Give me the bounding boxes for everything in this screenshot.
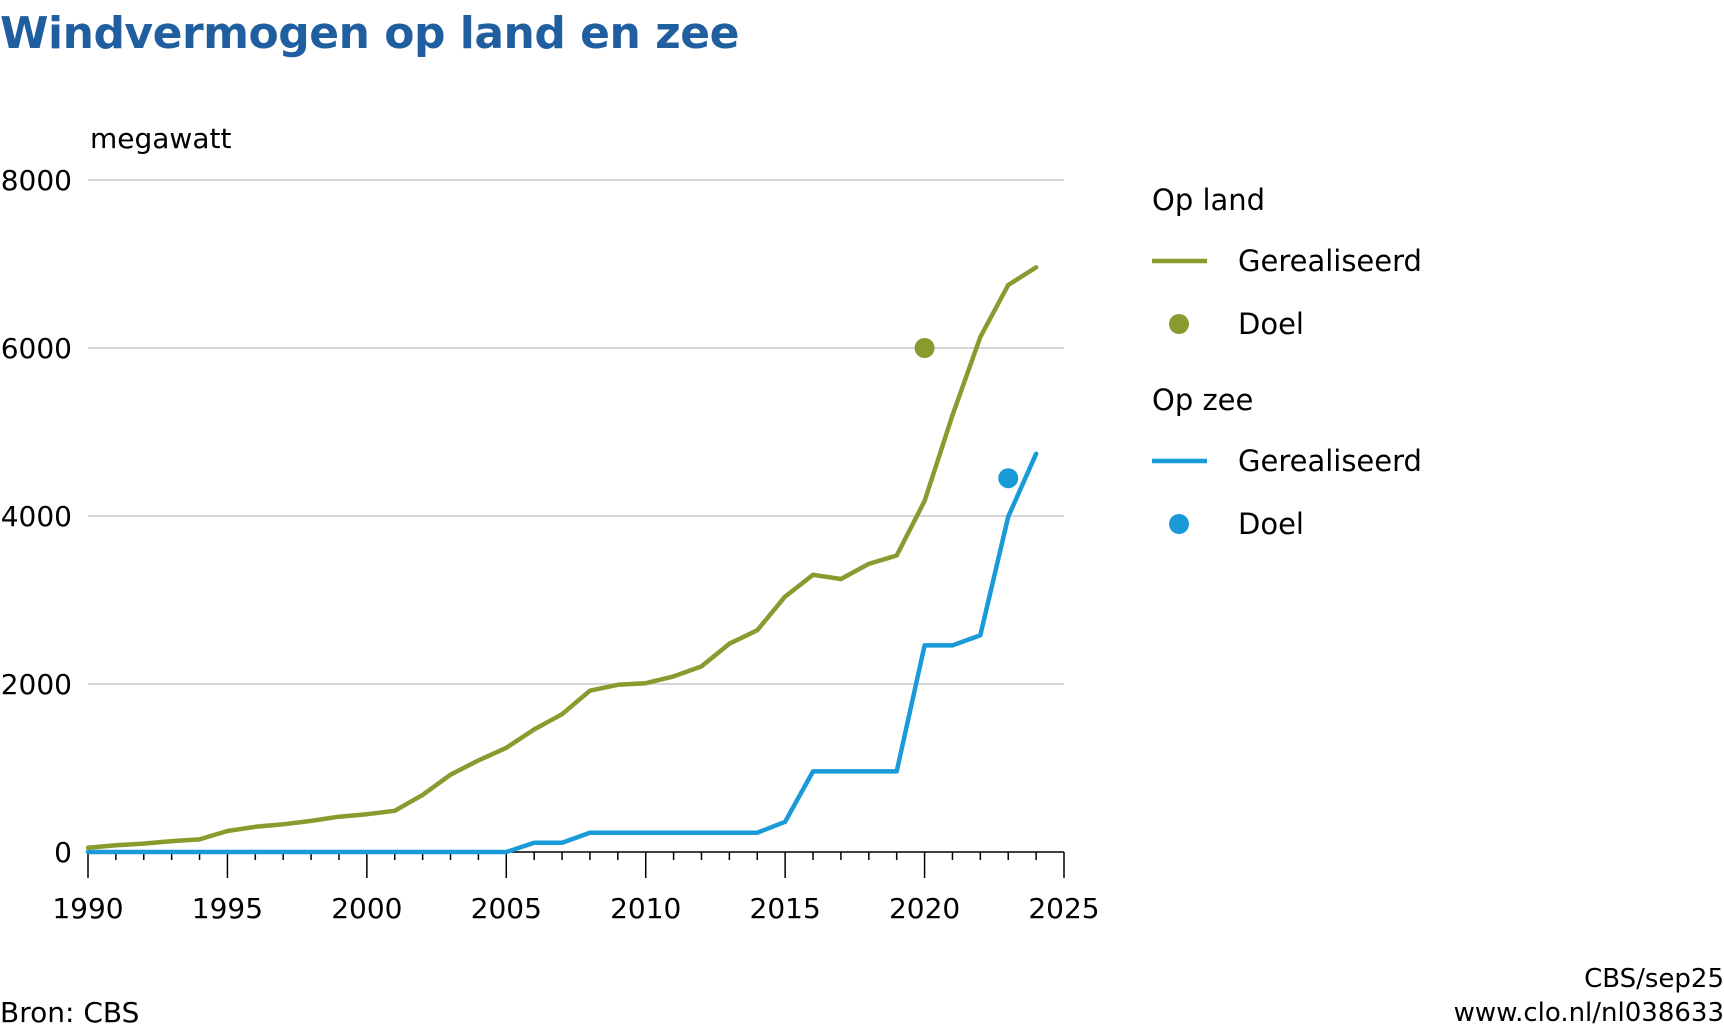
legend-group-title: Op zee (1152, 383, 1253, 417)
legend: Op land Gerealiseerd Doel Op zee Gerealiseer… (1152, 183, 1422, 541)
legend-group-title: Op land (1152, 183, 1265, 217)
x-tick-label: 2015 (750, 892, 821, 925)
gridlines (88, 179, 1064, 685)
credit-note: CBS/sep25 (1584, 964, 1724, 994)
x-tick-label: 2000 (331, 892, 402, 925)
legend-item-label: Doel (1238, 507, 1304, 541)
series-line (85, 265, 1039, 851)
y-tick-label: 8000 (1, 164, 72, 197)
y-tick-label: 2000 (1, 668, 72, 701)
legend-dot-swatch (1169, 514, 1189, 534)
y-axis-ticks: 0 2000 4000 6000 8000 (1, 164, 72, 869)
legend-dot-swatch (1169, 314, 1189, 334)
legend-item-label: Gerealiseerd (1238, 244, 1422, 278)
x-tick-label: 2010 (610, 892, 681, 925)
y-tick-label: 6000 (1, 332, 72, 365)
x-tick-label: 2020 (889, 892, 960, 925)
source-note: Bron: CBS (0, 996, 140, 1029)
x-tick-label: 2005 (471, 892, 542, 925)
target-point (914, 338, 935, 358)
y-axis-label: megawatt (90, 122, 231, 155)
x-axis: 1990 1995 2000 2005 2010 2015 2020 2025 (52, 851, 1100, 925)
target-dots (914, 338, 1019, 489)
url-note: www.clo.nl/nl038633 (1453, 998, 1724, 1028)
x-tick-label: 1990 (52, 892, 123, 925)
legend-item-label: Gerealiseerd (1238, 444, 1422, 478)
y-tick-label: 0 (54, 836, 72, 869)
target-point (998, 468, 1019, 489)
x-tick-label: 2025 (1028, 892, 1099, 925)
series-line (85, 451, 1039, 855)
y-tick-label: 4000 (1, 500, 72, 533)
legend-item-label: Doel (1238, 307, 1304, 341)
x-tick-label: 1995 (192, 892, 263, 925)
chart-title: Windvermogen op land en zee (0, 8, 739, 59)
series-lines (85, 265, 1039, 855)
